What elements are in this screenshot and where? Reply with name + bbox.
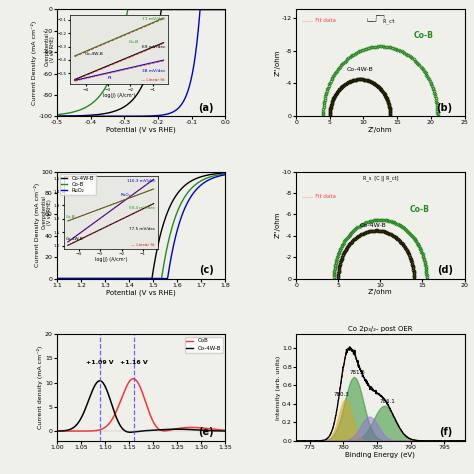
X-axis label: Binding Energy (eV): Binding Energy (eV) [346,451,415,458]
Y-axis label: Z''/ohm: Z''/ohm [274,50,281,76]
Text: (f): (f) [439,428,453,438]
Text: (e): (e) [198,428,213,438]
Y-axis label: Z''/ohm: Z''/ohm [274,212,281,238]
Text: Co-4W-B: Co-4W-B [346,67,374,72]
Text: R_s  [C || R_ct]: R_s [C || R_ct] [363,175,398,181]
Y-axis label: Current density (mA cm⁻²): Current density (mA cm⁻²) [37,346,44,429]
Text: +1.09 V: +1.09 V [86,360,114,365]
Y-axis label: Current Density (mA cm⁻²): Current Density (mA cm⁻²) [34,183,40,267]
Text: ...... Fit data: ...... Fit data [303,194,336,200]
Text: ┌──┐
└──┘  R_ct: ┌──┐ └──┘ R_ct [366,13,395,25]
Text: 786.1: 786.1 [380,399,396,404]
X-axis label: Potential (V vs RHE): Potential (V vs RHE) [106,289,176,296]
Text: Co-B: Co-B [414,31,434,40]
X-axis label: Potential (V vs RHE): Potential (V vs RHE) [106,127,176,133]
Text: ...... Fit data: ...... Fit data [303,18,336,23]
Legend: CoB, Co-4W-B: CoB, Co-4W-B [185,337,223,353]
Title: Co 2p₃/₂- post OER: Co 2p₃/₂- post OER [348,326,412,332]
Text: (d): (d) [437,265,453,275]
Legend: Co-4W-B, Co-B, RuO₂: Co-4W-B, Co-B, RuO₂ [60,174,96,195]
Y-axis label: Intensity (arb. units): Intensity (arb. units) [276,356,281,419]
X-axis label: Z'/ohm: Z'/ohm [368,289,392,295]
Text: Co-4W-B: Co-4W-B [359,223,386,228]
Text: +1.16 V: +1.16 V [120,360,148,365]
X-axis label: Z'/ohm: Z'/ohm [368,127,392,133]
Text: Co-B: Co-B [410,205,429,214]
Text: 781.6: 781.6 [349,370,365,375]
Y-axis label: Current Density (mA cm⁻²): Current Density (mA cm⁻²) [31,21,37,105]
Text: 780.3: 780.3 [334,392,350,397]
Text: (b): (b) [437,103,453,113]
Text: (a): (a) [198,103,213,113]
Text: (c): (c) [199,265,213,275]
